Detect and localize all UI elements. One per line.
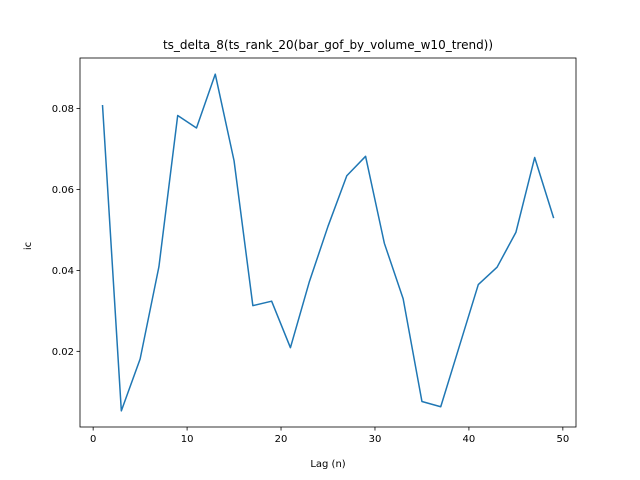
series-line-0: [101, 73, 555, 412]
data-point: [158, 266, 160, 268]
data-point: [252, 305, 254, 307]
data-point: [477, 284, 479, 286]
data-point: [402, 298, 404, 300]
chart-title: ts_delta_8(ts_rank_20(bar_gof_by_volume_…: [163, 38, 493, 52]
data-point: [102, 105, 104, 107]
data-point: [440, 406, 442, 408]
x-tick-label: 0: [90, 434, 96, 445]
data-point: [383, 242, 385, 244]
data-point: [308, 281, 310, 283]
axes-frame: [79, 57, 577, 428]
data-point: [214, 73, 216, 75]
plot-area: 0 10 20 30 40 50 0.02 0.04 0.06 0.08: [52, 57, 577, 445]
x-tick-label: 20: [275, 434, 288, 445]
data-point: [271, 300, 273, 302]
data-point: [515, 231, 517, 233]
y-tick-label: 0.06: [52, 185, 74, 196]
data-point: [534, 157, 536, 159]
data-point: [120, 410, 122, 412]
x-tick-label: 50: [556, 434, 569, 445]
data-point: [421, 401, 423, 403]
data-point: [552, 216, 554, 218]
x-tick-label: 10: [181, 434, 194, 445]
data-point: [459, 345, 461, 347]
data-point: [365, 155, 367, 157]
x-tick-label: 40: [463, 434, 476, 445]
x-tick-label: 30: [369, 434, 382, 445]
x-axis-title: Lag (n): [310, 459, 345, 470]
data-point: [346, 175, 348, 177]
data-point: [139, 358, 141, 360]
y-tick-label: 0.04: [52, 266, 74, 277]
data-point: [327, 225, 329, 227]
y-tick-label: 0.08: [52, 104, 74, 115]
y-axis-title: ic: [23, 242, 34, 250]
data-point: [177, 114, 179, 116]
data-point: [233, 160, 235, 162]
data-point: [496, 266, 498, 268]
y-tick-label: 0.02: [52, 347, 74, 358]
data-point: [289, 347, 291, 349]
data-point: [195, 127, 197, 129]
